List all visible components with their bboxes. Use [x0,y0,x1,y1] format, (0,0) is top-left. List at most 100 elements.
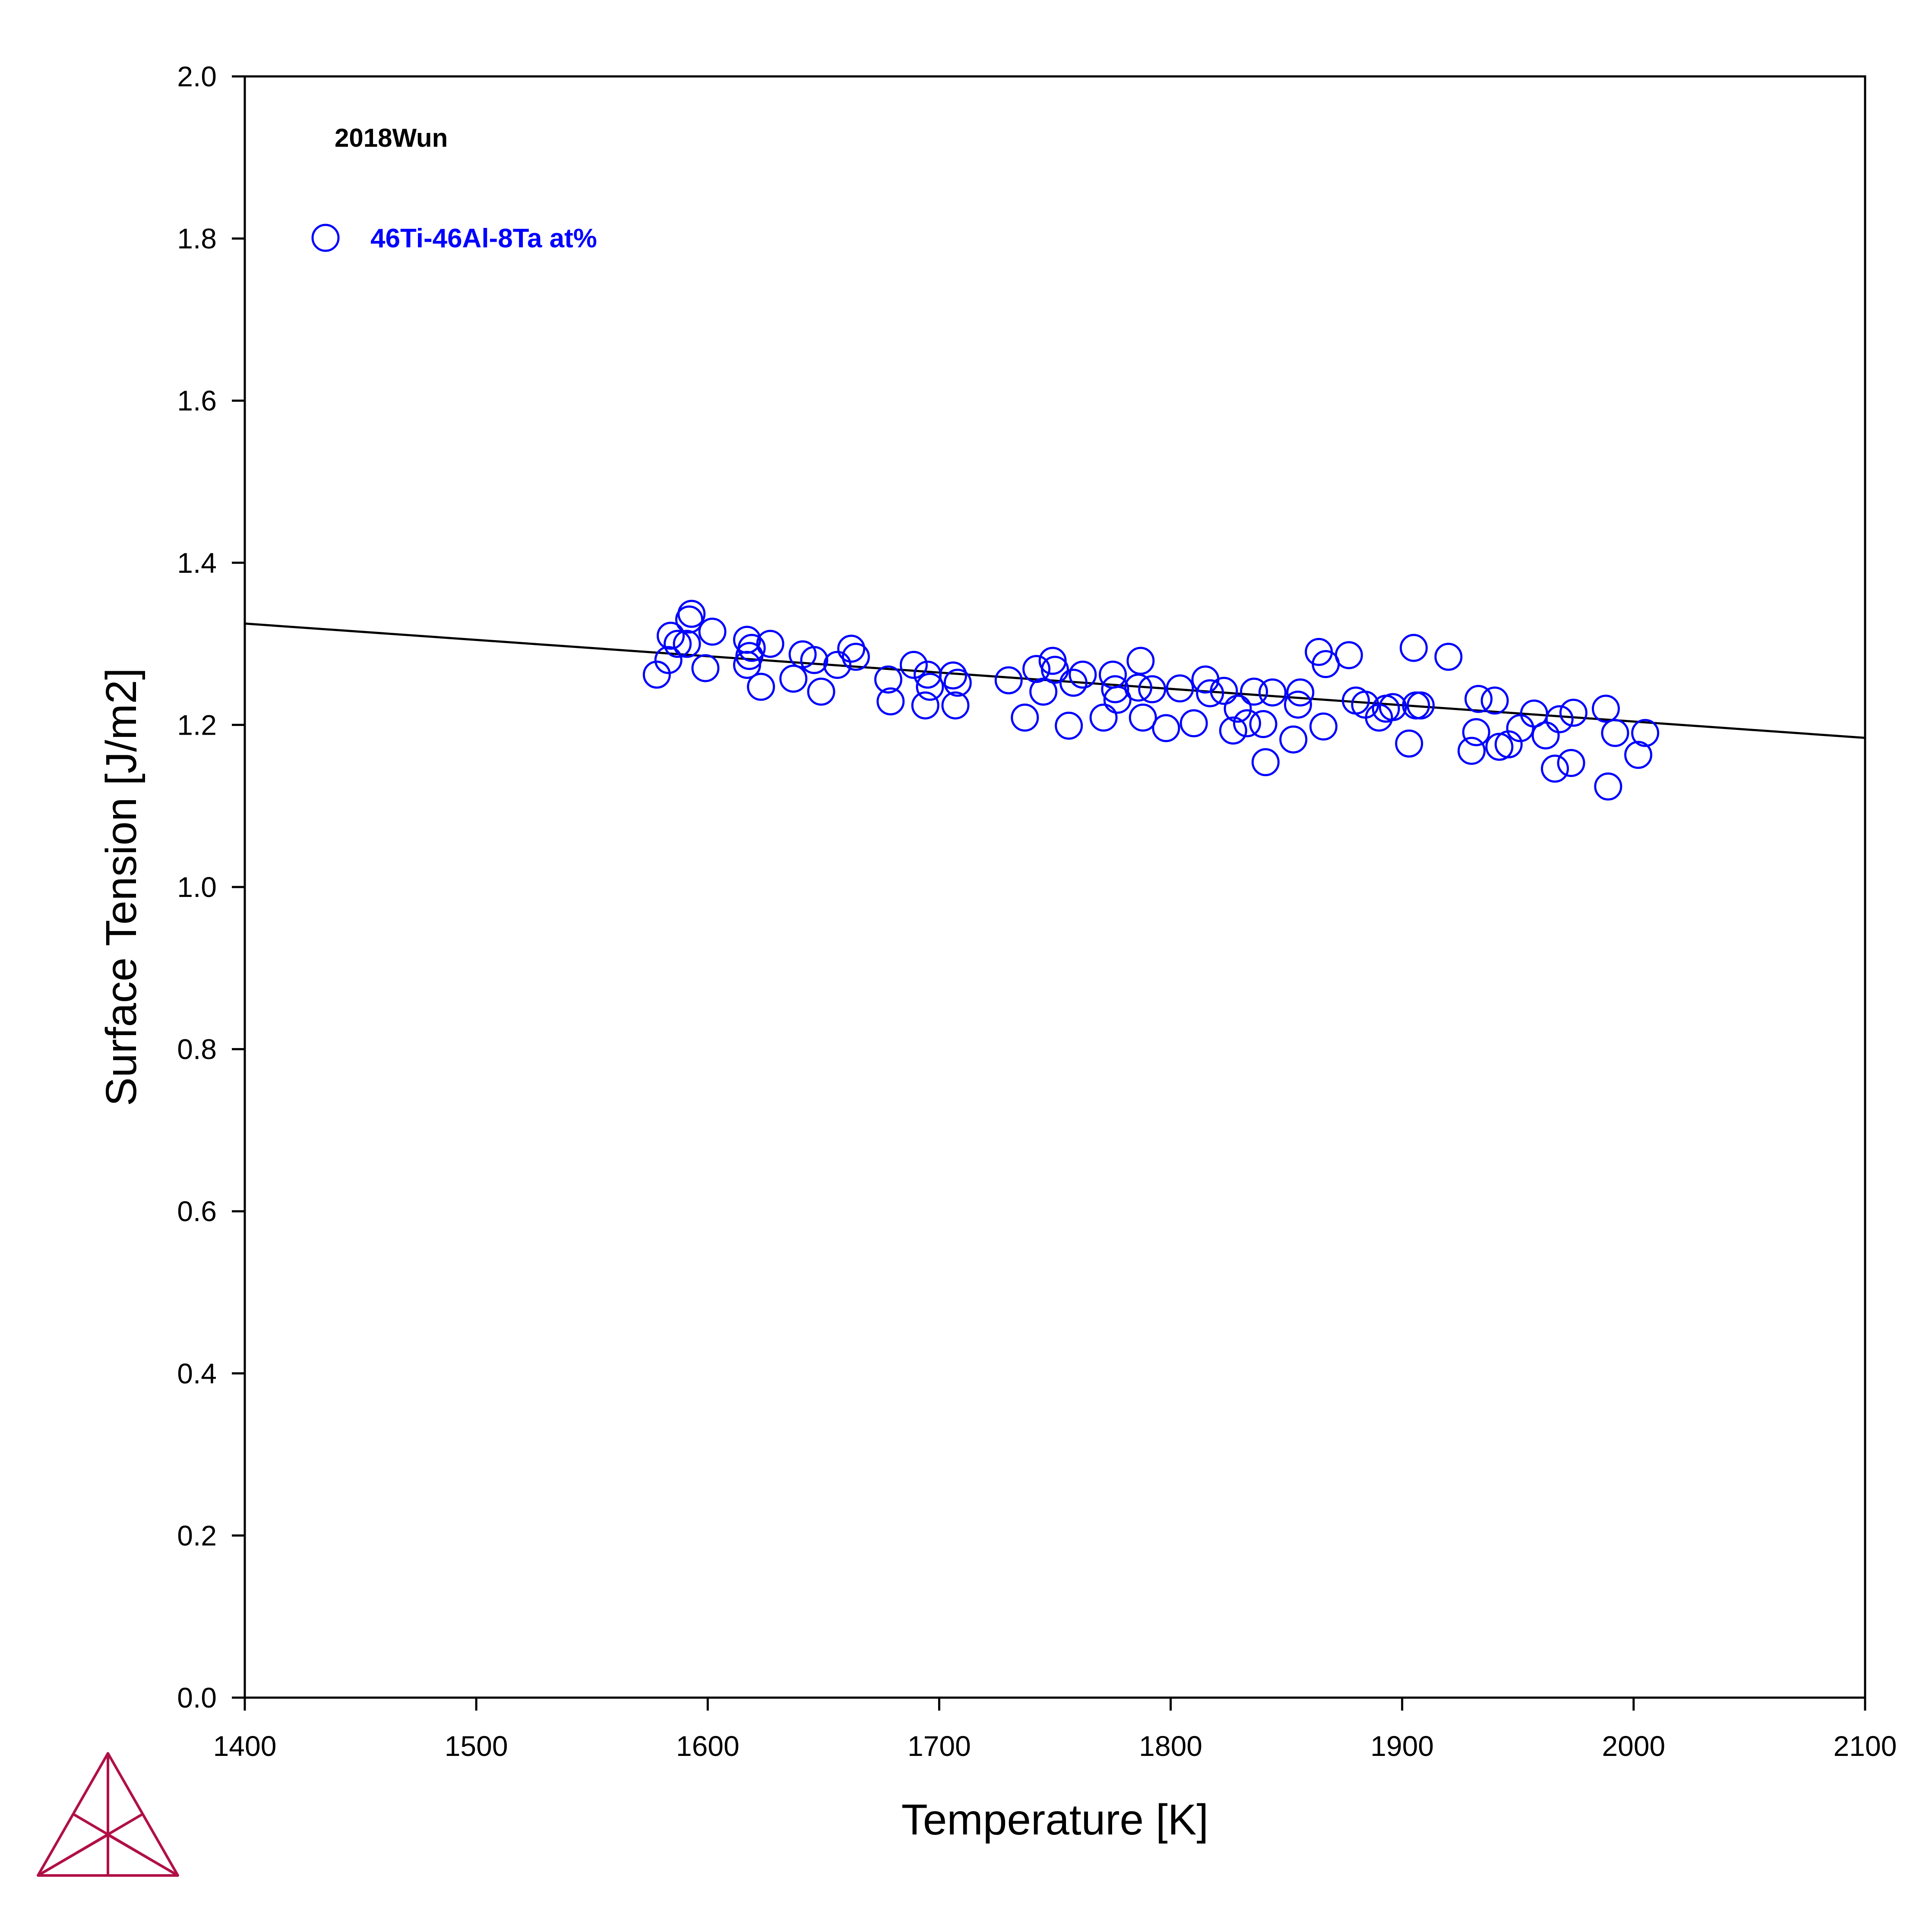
x-tick-label: 1500 [445,1730,508,1762]
data-point [939,661,968,690]
data-point [1069,660,1097,689]
data-point [1129,703,1157,732]
data-point [673,630,701,658]
data-points [642,600,1660,801]
data-point [1624,741,1653,769]
data-point [1462,718,1490,746]
data-point [1531,721,1560,750]
data-point [654,646,683,674]
data-point [1309,712,1338,741]
x-tick-label: 1400 [213,1730,277,1762]
data-point [1126,647,1155,675]
data-point [800,646,828,674]
data-point [756,630,784,658]
data-point [1334,641,1363,669]
data-point [1224,695,1252,723]
data-point [664,630,692,658]
data-point [1400,634,1428,662]
y-tick-label: 0.2 [177,1519,217,1551]
thermo-calc-triangle-logo [37,1752,179,1877]
data-point [1379,693,1407,721]
data-point [642,660,671,689]
data-point [737,634,766,662]
data-point [1464,685,1493,713]
data-point [1219,717,1247,745]
data-point [916,672,944,701]
data-point [691,654,720,682]
data-point [1059,669,1088,697]
logo-inner-line [73,1813,179,1877]
y-tick-label: 1.0 [177,871,217,903]
y-tick-label: 2.0 [177,60,217,92]
data-point [1029,677,1058,706]
data-point [1196,679,1224,707]
data-point [1541,755,1569,783]
x-tick-label: 1800 [1139,1730,1202,1762]
legend-marker-circle-icon [311,224,340,252]
data-point [874,665,902,694]
y-tick-label: 0.0 [177,1682,217,1714]
x-tick-label: 1900 [1370,1730,1434,1762]
data-point [657,622,685,650]
data-point [1103,685,1132,714]
data-point [1480,686,1509,715]
data-point [1233,709,1261,738]
data-point [1251,748,1280,777]
data-point [1545,705,1574,733]
y-tick-label: 1.8 [177,223,217,255]
data-point [1284,690,1312,719]
data-point [1138,675,1167,704]
data-point [1592,695,1620,723]
data-point [1407,691,1435,720]
data-point [899,650,928,679]
data-point [876,687,905,716]
dataset-label: 2018Wun [335,123,448,152]
data-point [1395,729,1423,758]
data-point [911,691,939,720]
data-point [1011,703,1039,732]
y-axis-title: Surface Tension [J/m2] [97,668,145,1106]
data-point [841,643,870,671]
data-point [1166,674,1194,703]
legend: 46Ti-46Al-8Ta at% [311,224,597,253]
data-point [941,691,970,720]
data-point [1365,703,1393,732]
data-point [1089,703,1118,732]
logo-inner-line [37,1813,143,1877]
y-tick-label: 0.4 [177,1358,217,1389]
y-tick-label: 1.4 [177,547,217,579]
data-point [1258,678,1287,707]
y-tick-label: 0.6 [177,1195,217,1227]
data-point [1594,772,1622,801]
data-point [1557,749,1585,777]
legend-label: 46Ti-46Al-8Ta at% [370,224,597,253]
data-point [1179,709,1208,738]
y-axis-ticks: 0.0 0.2 0.4 0.6 0.8 1.0 1.2 1.4 1.6 1.8 2.0 [177,60,245,1714]
data-point [1055,711,1083,740]
data-point [1152,714,1180,742]
data-point [747,672,775,701]
x-tick-label: 2100 [1834,1730,1897,1762]
data-point [1434,643,1463,671]
data-point [698,617,727,646]
data-point [807,677,835,706]
data-point [677,600,706,628]
x-tick-label: 1600 [676,1730,740,1762]
data-point [1458,736,1486,765]
data-point [1249,710,1277,739]
fit-line-layer [244,622,1866,739]
data-point [1601,719,1629,747]
data-point [1041,656,1069,684]
data-point [1210,677,1238,705]
y-tick-label: 0.8 [177,1033,217,1065]
x-axis-ticks: 1400 1500 1600 1700 1800 1900 2000 2100 [213,1698,1897,1762]
data-point [823,650,852,679]
y-tick-label: 1.6 [177,385,217,417]
data-point [1101,675,1129,704]
data-point [943,669,972,697]
x-axis-title: Temperature [K] [901,1796,1208,1844]
x-tick-label: 1700 [908,1730,971,1762]
x-tick-label: 2000 [1602,1730,1665,1762]
data-point [1631,719,1660,747]
